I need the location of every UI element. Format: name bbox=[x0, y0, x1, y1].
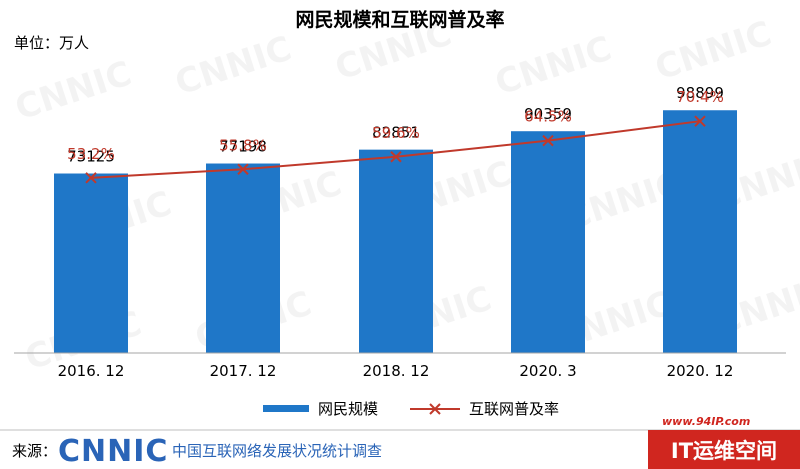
chart-title: 网民规模和互联网普及率 bbox=[295, 8, 504, 31]
cnnic-logo: CNNIC bbox=[58, 434, 168, 469]
cnnic-watermark: CNNIC bbox=[10, 54, 136, 129]
line-value-label: 55.8% bbox=[219, 136, 267, 154]
line-point bbox=[694, 115, 706, 127]
bar-value-label: 82851 bbox=[372, 124, 420, 142]
cnnic-watermark: CNNIC bbox=[490, 29, 616, 104]
bar bbox=[663, 110, 737, 353]
cnnic-watermark: CNNIC bbox=[650, 14, 776, 89]
site-brand-background bbox=[648, 430, 800, 469]
legend: 网民规模 互联网普及率 bbox=[263, 400, 559, 418]
x-axis-tick-labels: 2016. 12 2017. 12 2018. 12 2020. 3 2020. 12 bbox=[58, 362, 734, 380]
legend-label-line: 互联网普及率 bbox=[469, 400, 559, 418]
bar-series bbox=[54, 110, 737, 353]
x-tick-label: 2020. 12 bbox=[667, 362, 734, 380]
legend-label-bar: 网民规模 bbox=[318, 400, 378, 418]
bar-value-label: 73125 bbox=[67, 148, 115, 166]
line-point bbox=[237, 163, 249, 175]
footer-source-label: 来源： bbox=[12, 442, 57, 460]
line-value-label: 64.5% bbox=[524, 108, 572, 126]
x-tick-label: 2018. 12 bbox=[363, 362, 430, 380]
line-point bbox=[390, 151, 402, 163]
legend-swatch-bar bbox=[263, 405, 309, 412]
x-tick-label: 2017. 12 bbox=[210, 362, 277, 380]
footer-org-name: 中国互联网络发展状况统计调查 bbox=[172, 442, 382, 460]
line-value-label: 53.2% bbox=[67, 145, 115, 163]
cnnic-watermark: CNNIC bbox=[170, 29, 296, 104]
legend-marker-x bbox=[429, 403, 441, 415]
line-value-labels: 53.2% 55.8% 59.6% 64.5% 70.4% bbox=[67, 88, 724, 163]
bar-value-label: 90359 bbox=[524, 105, 572, 123]
line-value-label: 59.6% bbox=[372, 124, 420, 142]
bar bbox=[54, 173, 128, 353]
line-point bbox=[85, 172, 97, 184]
bar-value-label: 77198 bbox=[219, 138, 267, 156]
line-series bbox=[85, 115, 706, 184]
bar bbox=[206, 163, 280, 353]
bar-value-labels: 73125 77198 82851 90359 98899 bbox=[67, 84, 724, 165]
site-url-watermark: www.94IP.com bbox=[662, 415, 750, 428]
line-point bbox=[542, 134, 554, 147]
bar-value-label: 98899 bbox=[676, 84, 724, 102]
bar bbox=[359, 149, 433, 353]
line-value-label: 70.4% bbox=[676, 88, 724, 106]
site-brand-badge: IT运维空间 bbox=[648, 430, 800, 469]
x-tick-label: 2020. 3 bbox=[519, 362, 576, 380]
site-brand-text: IT运维空间 bbox=[671, 439, 777, 463]
x-tick-label: 2016. 12 bbox=[58, 362, 125, 380]
bar bbox=[511, 131, 585, 353]
unit-label: 单位：万人 bbox=[14, 34, 89, 52]
